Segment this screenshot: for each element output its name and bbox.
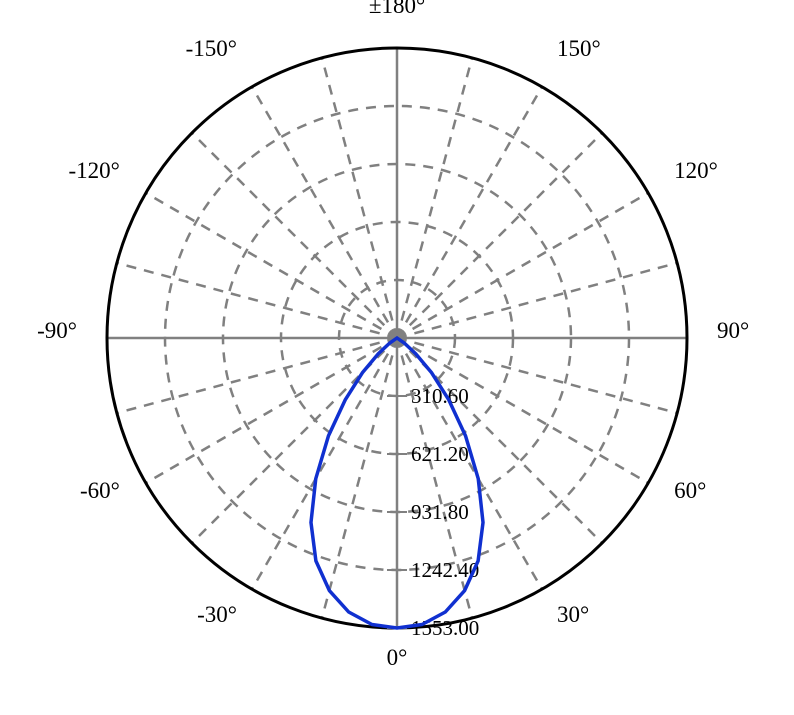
angle-tick-label: -30° [197, 602, 237, 627]
radial-tick-label: 1553.00 [411, 616, 479, 640]
angle-tick-label: ±180° [369, 0, 425, 18]
angle-tick-label: 120° [674, 158, 718, 183]
angle-tick-label: 0° [387, 645, 408, 670]
angle-tick-label: 60° [674, 478, 706, 503]
angle-tick-label: -60° [80, 478, 120, 503]
angle-tick-label: 90° [717, 318, 749, 343]
angle-tick-label: 30° [557, 602, 589, 627]
radial-tick-label: 931.80 [411, 500, 469, 524]
radial-tick-label: 621.20 [411, 442, 469, 466]
angle-tick-label: -90° [37, 318, 77, 343]
angle-tick-label: 150° [557, 36, 601, 61]
angle-tick-label: -150° [186, 36, 237, 61]
polar-chart: 310.60621.20931.801242.401553.00±180°-15… [0, 0, 794, 715]
angle-tick-label: -120° [69, 158, 120, 183]
